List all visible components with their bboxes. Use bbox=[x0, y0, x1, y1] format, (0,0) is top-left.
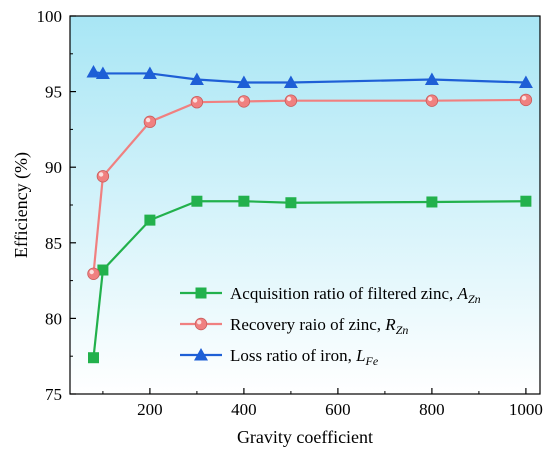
data-point-shine bbox=[192, 98, 198, 103]
data-point-shine bbox=[239, 97, 245, 102]
data-point bbox=[425, 94, 439, 107]
data-point-shine bbox=[98, 172, 104, 177]
legend-marker bbox=[195, 287, 207, 299]
y-tick-label: 85 bbox=[45, 234, 62, 253]
series-2 bbox=[87, 93, 533, 280]
data-point bbox=[144, 214, 156, 226]
data-point bbox=[143, 115, 157, 129]
data-point-body bbox=[284, 94, 298, 107]
data-point-body bbox=[519, 93, 533, 107]
series-3 bbox=[86, 64, 533, 89]
x-tick-label: 1000 bbox=[509, 400, 543, 419]
data-point-body bbox=[425, 94, 439, 107]
tick-labels: 200 400 600 800 1000 75 80 85 90 95 100 bbox=[37, 7, 543, 419]
legend-marker bbox=[194, 317, 208, 331]
legend-item-3: Loss ratio of iron, LFe bbox=[180, 346, 379, 368]
legend-marker bbox=[194, 348, 208, 361]
data-point-body bbox=[96, 170, 110, 183]
y-tick-label: 100 bbox=[37, 7, 63, 26]
data-point bbox=[191, 195, 203, 207]
plot-frame bbox=[69, 15, 541, 395]
series-line bbox=[92, 200, 526, 358]
data-point bbox=[88, 352, 99, 364]
legend-label: Acquisition ratio of filtered zinc, AZn bbox=[230, 284, 481, 306]
data-point bbox=[86, 64, 101, 78]
data-point bbox=[189, 72, 204, 86]
legend-item-2: Recovery raio of zinc, RZn bbox=[180, 315, 408, 337]
data-point-shine bbox=[521, 95, 527, 101]
data-point bbox=[87, 267, 100, 280]
data-point bbox=[238, 195, 250, 207]
data-point-shine bbox=[427, 96, 433, 102]
data-point-body bbox=[143, 115, 157, 129]
data-point bbox=[142, 66, 157, 79]
series-line bbox=[92, 98, 526, 274]
data-point bbox=[520, 195, 532, 207]
data-point-shine bbox=[89, 269, 94, 275]
data-point bbox=[518, 75, 533, 89]
y-axis-title: Efficiency (%) bbox=[11, 152, 32, 258]
x-tick-label: 400 bbox=[231, 400, 257, 419]
y-tick-label: 90 bbox=[45, 158, 62, 177]
data-point bbox=[283, 75, 298, 89]
legend-marker-shine bbox=[197, 320, 202, 325]
series-1 bbox=[88, 195, 532, 364]
x-tick-label: 800 bbox=[419, 400, 445, 419]
x-tick-label: 600 bbox=[325, 400, 351, 419]
data-point bbox=[285, 197, 297, 209]
data-point bbox=[95, 66, 110, 79]
series-layer bbox=[86, 64, 533, 364]
y-tick-label: 95 bbox=[45, 83, 62, 102]
data-point-shine bbox=[145, 117, 151, 123]
data-point bbox=[236, 75, 251, 89]
legend-label: Loss ratio of iron, LFe bbox=[230, 346, 379, 368]
data-point bbox=[190, 95, 204, 109]
data-point-body bbox=[190, 95, 204, 109]
series-line bbox=[93, 70, 526, 84]
x-axis-title: Gravity coefficient bbox=[237, 427, 373, 447]
data-point bbox=[426, 196, 438, 208]
plot-background bbox=[70, 16, 540, 394]
data-point bbox=[424, 72, 439, 86]
x-tick-label: 200 bbox=[137, 400, 163, 419]
data-point bbox=[96, 170, 110, 183]
data-point-shine bbox=[286, 96, 292, 102]
data-point-body bbox=[237, 95, 251, 108]
legend-item-1: Acquisition ratio of filtered zinc, AZn bbox=[180, 284, 481, 306]
legend-marker-body bbox=[194, 317, 208, 331]
data-point bbox=[237, 95, 251, 108]
data-point bbox=[97, 264, 109, 276]
y-tick-label: 80 bbox=[45, 309, 62, 328]
legend-label: Recovery raio of zinc, RZn bbox=[230, 315, 408, 337]
legend: Acquisition ratio of filtered zinc, AZn R… bbox=[180, 284, 481, 368]
data-point bbox=[519, 93, 533, 107]
data-point-body bbox=[87, 267, 100, 280]
y-tick-label: 75 bbox=[45, 385, 62, 404]
data-point bbox=[284, 94, 298, 107]
